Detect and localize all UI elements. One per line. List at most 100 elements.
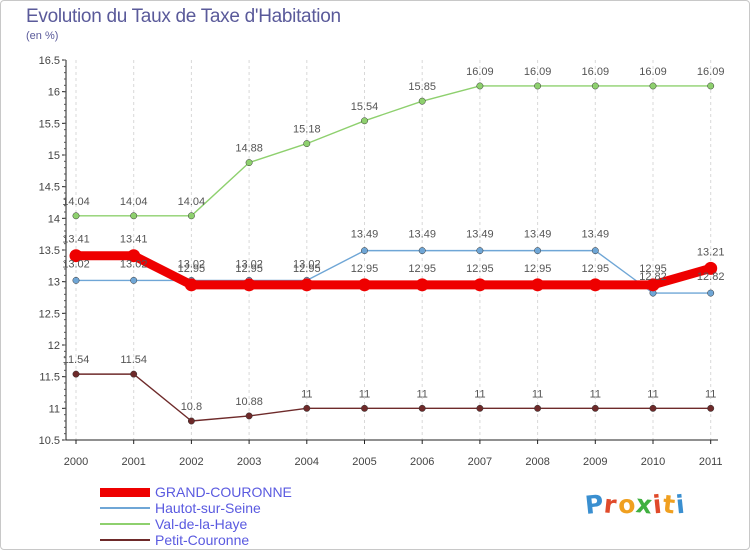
data-point bbox=[130, 212, 138, 220]
data-point bbox=[534, 82, 542, 90]
data-label: 11 bbox=[416, 388, 427, 400]
legend-label: Val-de-la-Haye bbox=[155, 516, 248, 532]
proxiti-logo: Proxiti bbox=[583, 489, 687, 520]
data-labels: 14.04 14.04 14.04 14.88 15.18 15.54 15.85 16.09… bbox=[62, 66, 724, 413]
data-label: 12.95 bbox=[408, 263, 436, 275]
data-label: 12.95 bbox=[351, 263, 379, 275]
data-label: 13.21 bbox=[697, 246, 725, 258]
x-tick-label: 2008 bbox=[525, 456, 549, 468]
data-label: 12.82 bbox=[697, 271, 725, 283]
y-tick-label: 16 bbox=[48, 87, 60, 99]
legend-swatch bbox=[100, 539, 150, 541]
data-label: 11 bbox=[301, 388, 312, 400]
y-tick-label: 15 bbox=[48, 150, 60, 162]
data-point bbox=[534, 404, 542, 412]
legend-label: Hautot-sur-Seine bbox=[155, 500, 261, 516]
data-point bbox=[649, 404, 657, 412]
data-point bbox=[646, 278, 660, 292]
data-label: 14.04 bbox=[178, 196, 206, 208]
data-label: 14.04 bbox=[62, 196, 90, 208]
data-point bbox=[72, 212, 80, 220]
data-label: 11 bbox=[705, 388, 716, 400]
data-label: 15.54 bbox=[351, 101, 379, 113]
data-label: 12.95 bbox=[178, 263, 206, 275]
data-label: 11 bbox=[532, 388, 543, 400]
data-label: 12.95 bbox=[582, 263, 610, 275]
x-tick-label: 2002 bbox=[179, 456, 203, 468]
data-label: 11.54 bbox=[63, 354, 90, 366]
data-point bbox=[245, 412, 253, 420]
data-point bbox=[418, 97, 426, 105]
y-tick-label: 12 bbox=[48, 340, 60, 352]
data-label: 11.54 bbox=[120, 354, 147, 366]
data-point bbox=[184, 278, 198, 292]
data-point bbox=[187, 212, 195, 220]
y-tick-label: 11 bbox=[49, 403, 60, 415]
data-point bbox=[361, 117, 368, 125]
data-label: 12.95 bbox=[639, 263, 667, 275]
x-tick-label: 2011 bbox=[699, 456, 723, 468]
data-point bbox=[473, 278, 487, 292]
data-label: 13.02 bbox=[120, 258, 148, 270]
data-label: 11 bbox=[647, 388, 658, 400]
data-label: 16.09 bbox=[639, 66, 667, 78]
axes: 10.5 11 11.5 12 12.5 13 13.5 14 14.5 15 15.5 16 16.5… bbox=[39, 55, 723, 468]
data-point bbox=[127, 249, 141, 263]
x-tick-label: 2006 bbox=[410, 456, 434, 468]
x-tick-label: 2007 bbox=[468, 456, 492, 468]
data-label: 13.49 bbox=[351, 229, 379, 241]
data-point bbox=[704, 261, 718, 275]
data-point bbox=[358, 278, 371, 292]
y-tick-label: 14 bbox=[48, 213, 60, 225]
x-tick-label: 2003 bbox=[237, 456, 261, 468]
data-label: 16.09 bbox=[524, 66, 552, 78]
y-tick-label: 16.5 bbox=[39, 55, 60, 67]
data-label: 16.09 bbox=[582, 66, 610, 78]
y-tick-label: 15.5 bbox=[39, 118, 60, 130]
data-label: 13.02 bbox=[62, 258, 90, 270]
data-label: 12.95 bbox=[524, 263, 552, 275]
data-point bbox=[591, 247, 599, 255]
data-label: 16.09 bbox=[697, 66, 725, 78]
data-point bbox=[361, 404, 368, 412]
data-point bbox=[534, 247, 542, 255]
y-tick-label: 11.5 bbox=[39, 372, 60, 384]
y-tick-label: 10.5 bbox=[39, 435, 60, 447]
data-label: 12.95 bbox=[293, 263, 321, 275]
y-tick-label: 13 bbox=[48, 277, 60, 289]
x-tick-label: 2010 bbox=[641, 456, 665, 468]
data-point bbox=[72, 276, 80, 284]
data-point bbox=[591, 82, 599, 90]
data-label: 11 bbox=[359, 388, 370, 400]
data-label: 13.49 bbox=[466, 229, 494, 241]
data-point bbox=[245, 159, 253, 167]
data-label: 12.82 bbox=[639, 271, 667, 283]
data-label: 13.49 bbox=[582, 229, 610, 241]
data-point bbox=[649, 82, 657, 90]
data-point bbox=[300, 278, 314, 292]
data-point bbox=[476, 247, 484, 255]
data-label: 13.41 bbox=[62, 234, 90, 246]
data-label: 15.18 bbox=[293, 124, 321, 136]
x-tick-label: 2000 bbox=[64, 456, 88, 468]
x-tick-label: 2004 bbox=[295, 456, 319, 468]
data-label: 13.02 bbox=[235, 258, 263, 270]
data-label: 13.02 bbox=[178, 258, 206, 270]
legend-swatch bbox=[100, 523, 150, 525]
data-point bbox=[588, 278, 602, 292]
y-tick-label: 14.5 bbox=[39, 182, 60, 194]
x-tick-label: 2009 bbox=[583, 456, 607, 468]
data-point bbox=[187, 417, 195, 425]
y-tick-label: 13.5 bbox=[39, 245, 60, 257]
data-point bbox=[303, 404, 311, 412]
data-point bbox=[69, 249, 83, 263]
data-label: 12.95 bbox=[466, 263, 494, 275]
data-label: 16.09 bbox=[466, 66, 494, 78]
legend-label: Petit-Couronne bbox=[155, 532, 250, 548]
x-tick-label: 2005 bbox=[352, 456, 376, 468]
data-label: 13.02 bbox=[293, 258, 321, 270]
line-chart: 10.5 11 11.5 12 12.5 13 13.5 14 14.5 15 15.5 16 16.5… bbox=[39, 55, 725, 468]
x-tick-label: 2001 bbox=[121, 456, 145, 468]
data-label: 14.04 bbox=[120, 196, 148, 208]
